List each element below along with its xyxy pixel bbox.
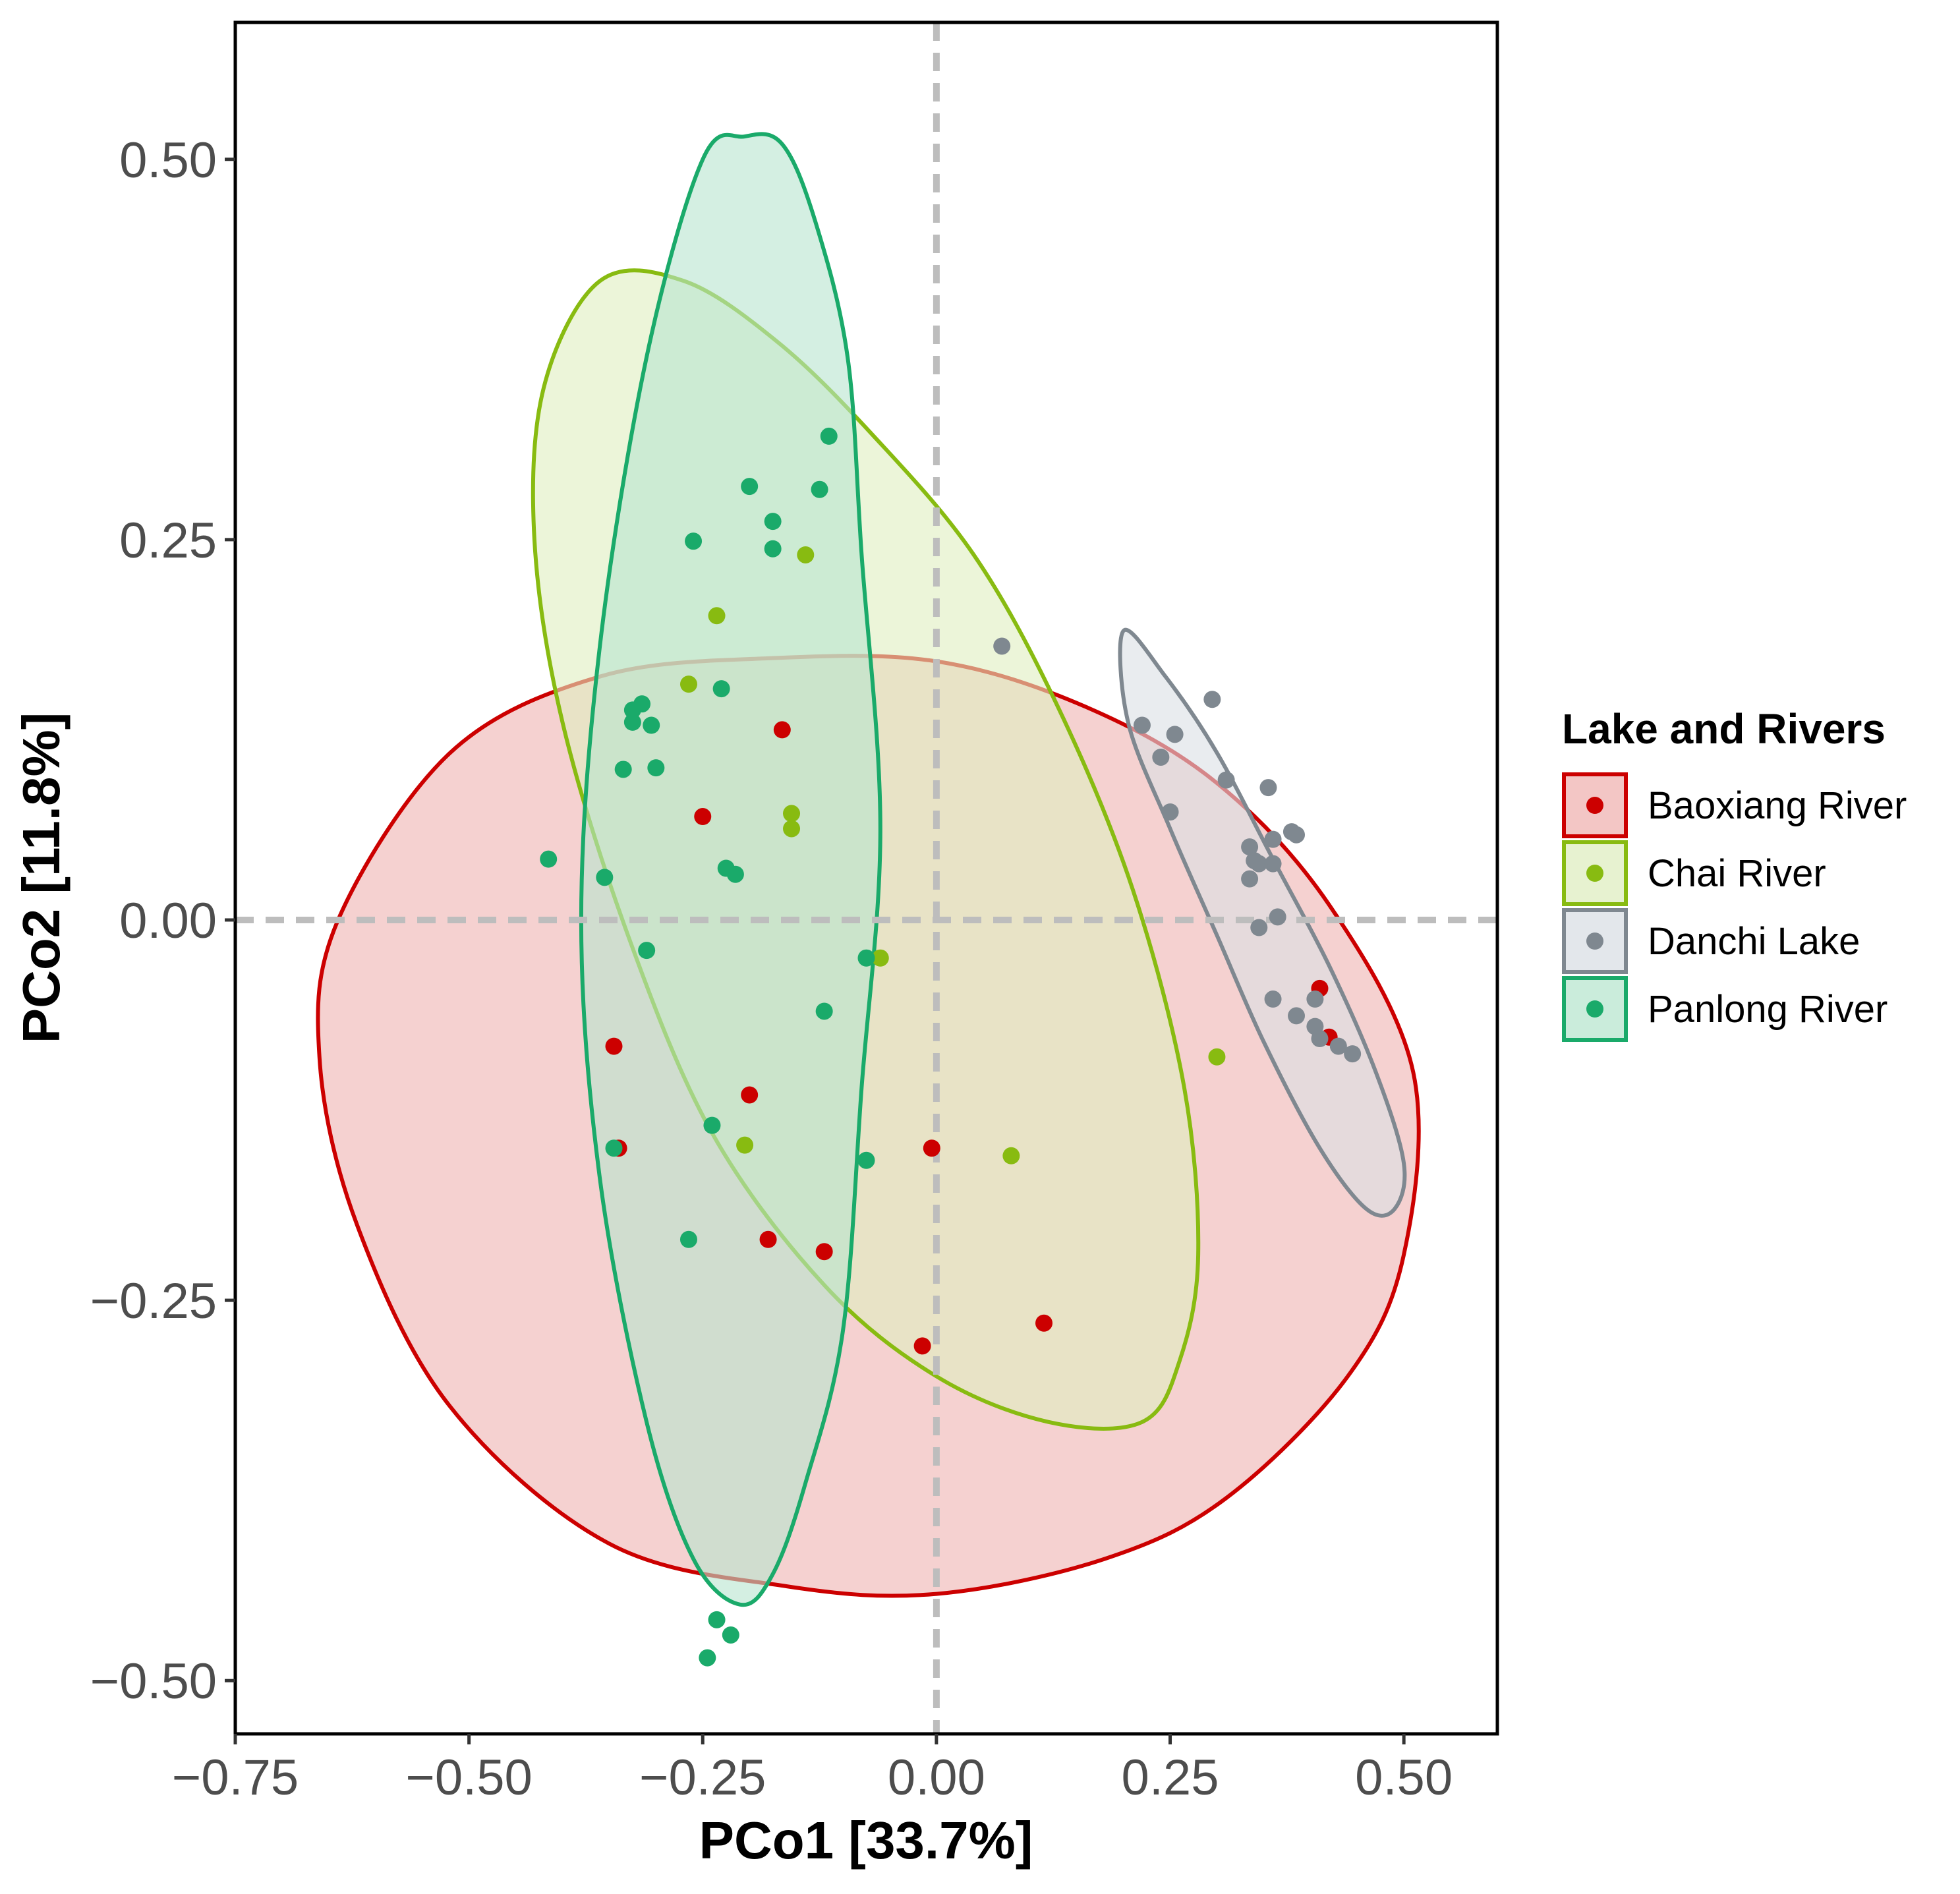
point-baoxiang-river — [815, 1243, 833, 1261]
point-panlong-river — [764, 540, 782, 558]
point-baoxiang-river — [773, 721, 791, 739]
x-axis-title: PCo1 [33.7%] — [699, 1811, 1033, 1870]
point-panlong-river — [712, 680, 730, 698]
x-tick-label: −0.25 — [639, 1750, 766, 1806]
point-baoxiang-river — [741, 1086, 759, 1104]
point-baoxiang-river — [759, 1230, 777, 1248]
y-tick-label: 0.00 — [119, 893, 217, 949]
point-panlong-river — [623, 701, 641, 719]
point-danchi-lake — [1133, 716, 1151, 734]
point-panlong-river — [614, 760, 632, 778]
reference-lines — [235, 22, 1497, 1734]
point-danchi-lake — [1241, 838, 1259, 856]
point-panlong-river — [703, 1116, 721, 1134]
point-chai-river — [736, 1136, 754, 1154]
point-panlong-river — [699, 1649, 716, 1667]
point-danchi-lake — [1259, 779, 1277, 797]
point-chai-river — [1208, 1048, 1226, 1066]
point-chai-river — [1002, 1147, 1020, 1164]
point-panlong-river — [726, 865, 744, 883]
point-panlong-river — [638, 942, 656, 960]
point-panlong-river — [685, 532, 703, 550]
point-danchi-lake — [1250, 919, 1268, 936]
x-tick-label: 0.25 — [1122, 1750, 1219, 1806]
point-panlong-river — [764, 513, 782, 531]
legend-label-baoxiang-river: Baoxiang River — [1648, 784, 1907, 827]
point-chai-river — [797, 546, 815, 563]
plot-border — [233, 20, 1499, 1736]
point-panlong-river — [679, 1230, 697, 1248]
x-tick-label: −0.75 — [172, 1750, 299, 1806]
y-axis-title: PCo2 [11.8%] — [12, 712, 71, 1043]
legend-dot-chai-river — [1586, 865, 1603, 882]
point-baoxiang-river — [913, 1337, 931, 1355]
point-danchi-lake — [1217, 771, 1235, 789]
point-chai-river — [679, 675, 697, 693]
point-danchi-lake — [993, 637, 1011, 655]
points-layer — [540, 427, 1362, 1667]
point-panlong-river — [857, 949, 875, 967]
point-baoxiang-river — [694, 808, 712, 826]
point-danchi-lake — [1344, 1045, 1362, 1063]
point-chai-river — [708, 607, 726, 625]
point-chai-river — [871, 949, 889, 967]
y-tick-label: 0.50 — [119, 132, 217, 188]
point-panlong-river — [708, 1611, 726, 1628]
point-danchi-lake — [1283, 823, 1300, 841]
point-panlong-river — [857, 1151, 875, 1169]
x-axis: −0.75 −0.50 −0.25 0.00 0.25 0.50 — [172, 1734, 1453, 1806]
point-chai-river — [783, 820, 801, 838]
point-danchi-lake — [1264, 830, 1282, 848]
x-tick-label: −0.50 — [405, 1750, 532, 1806]
legend-title: Lake and Rivers — [1562, 705, 1886, 753]
point-panlong-river — [815, 1002, 833, 1020]
point-danchi-lake — [1161, 803, 1179, 821]
legend-dot-panlong-river — [1586, 1000, 1603, 1018]
legend-dot-danchi-lake — [1586, 933, 1603, 950]
point-danchi-lake — [1250, 855, 1268, 873]
point-baoxiang-river — [605, 1037, 623, 1055]
legend-label-danchi-lake: Danchi Lake — [1648, 920, 1860, 963]
y-axis: −0.50 −0.25 0.00 0.25 0.50 — [90, 132, 235, 1709]
y-tick-label: 0.25 — [119, 513, 217, 569]
point-panlong-river — [605, 1139, 623, 1157]
point-panlong-river — [596, 869, 614, 886]
y-tick-label: −0.25 — [90, 1273, 217, 1329]
point-panlong-river — [741, 478, 759, 496]
point-danchi-lake — [1264, 990, 1282, 1008]
legend-dot-baoxiang-river — [1586, 797, 1603, 814]
point-panlong-river — [623, 713, 641, 731]
point-danchi-lake — [1288, 1007, 1306, 1025]
y-tick-label: −0.50 — [90, 1653, 217, 1709]
point-danchi-lake — [1329, 1037, 1347, 1055]
point-panlong-river — [643, 716, 660, 734]
point-panlong-river — [540, 850, 558, 868]
point-danchi-lake — [1306, 990, 1324, 1008]
point-panlong-river — [820, 427, 838, 445]
point-baoxiang-river — [1035, 1314, 1053, 1332]
point-panlong-river — [811, 480, 828, 498]
legend-label-chai-river: Chai River — [1648, 852, 1826, 895]
point-danchi-lake — [1203, 691, 1221, 708]
point-chai-river — [783, 805, 801, 822]
legend-label-panlong-river: Panlong River — [1648, 988, 1888, 1031]
x-tick-label: 0.00 — [888, 1750, 985, 1806]
point-danchi-lake — [1311, 1030, 1329, 1048]
point-danchi-lake — [1166, 726, 1184, 743]
point-danchi-lake — [1152, 748, 1170, 766]
point-baoxiang-river — [923, 1139, 940, 1157]
point-danchi-lake — [1269, 908, 1286, 926]
point-panlong-river — [647, 759, 665, 777]
point-danchi-lake — [1241, 870, 1259, 888]
legend: Lake and Rivers Baoxiang River Chai River… — [1562, 705, 1907, 1042]
x-tick-label: 0.50 — [1355, 1750, 1453, 1806]
point-danchi-lake — [1264, 855, 1282, 873]
point-panlong-river — [722, 1626, 739, 1644]
